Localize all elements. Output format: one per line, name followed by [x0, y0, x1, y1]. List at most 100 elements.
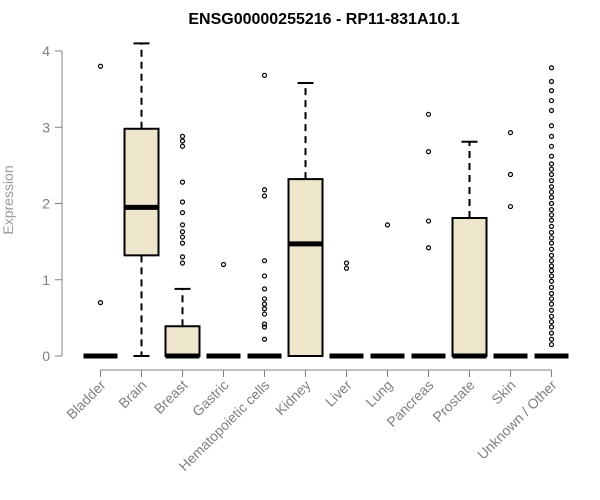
outlier-point	[261, 336, 268, 342]
outlier-point	[548, 252, 555, 258]
outlier-point	[179, 199, 186, 205]
outlier-point	[548, 65, 555, 71]
outlier-point	[179, 254, 186, 260]
outlier-point	[548, 88, 555, 94]
outlier-point	[548, 217, 555, 223]
box-unknown-other	[534, 65, 569, 359]
outlier-point	[179, 143, 186, 149]
outlier-point	[179, 210, 186, 216]
y-axis: 0 1 2 3 4	[42, 43, 63, 364]
box-hematopoietic-cells	[247, 72, 282, 359]
outlier-point	[548, 161, 555, 167]
x-tick-label: Breast	[151, 377, 191, 417]
outlier-point	[507, 171, 514, 178]
box-group	[83, 42, 569, 359]
x-tick-label: Prostate	[429, 377, 477, 425]
y-tick-label: 4	[42, 43, 50, 59]
outlier-point	[261, 301, 268, 307]
outlier-point	[425, 245, 432, 251]
outlier-point	[548, 97, 555, 104]
outlier-point	[261, 187, 268, 193]
outlier-point	[548, 319, 555, 325]
outlier-point	[548, 240, 555, 246]
outlier-point	[548, 246, 555, 252]
box-pancreas	[411, 111, 446, 359]
box-skin	[493, 129, 528, 359]
outlier-point	[548, 143, 555, 149]
box-body	[123, 127, 160, 257]
outlier-point	[179, 260, 186, 266]
y-tick-label: 1	[42, 272, 50, 288]
outlier-point	[261, 311, 268, 317]
y-tick-label: 0	[42, 348, 50, 364]
outlier-point	[548, 153, 555, 159]
outlier-point	[507, 203, 514, 210]
outlier-point	[425, 149, 432, 155]
outlier-point	[548, 273, 555, 279]
outlier-point	[548, 200, 555, 207]
x-tick-label: Kidney	[272, 377, 314, 419]
outlier-point	[179, 138, 186, 144]
outlier-point	[548, 324, 555, 330]
outlier-point	[343, 265, 350, 271]
box-liver	[329, 260, 364, 359]
box-brain	[123, 42, 160, 357]
outlier-point	[548, 301, 555, 307]
outlier-point	[548, 330, 555, 336]
outlier-point	[548, 166, 555, 172]
outlier-point	[97, 300, 104, 306]
outlier-point	[548, 307, 555, 313]
outlier-point	[548, 313, 555, 319]
outlier-point	[548, 268, 555, 274]
outlier-point	[548, 336, 555, 342]
outlier-point	[548, 194, 555, 200]
outlier-point	[179, 229, 186, 235]
outlier-point	[548, 212, 555, 218]
box-body	[287, 178, 324, 357]
outlier-point	[507, 129, 514, 136]
outlier-point	[548, 123, 555, 129]
outlier-point	[548, 284, 555, 290]
outlier-point	[261, 273, 268, 279]
outlier-point	[261, 258, 268, 264]
outlier-point	[179, 133, 186, 139]
box-lung	[370, 222, 405, 359]
outlier-point	[548, 235, 555, 241]
box-bladder	[83, 63, 118, 359]
outlier-point	[548, 133, 555, 139]
outlier-point	[261, 193, 268, 199]
x-tick-label: Brain	[115, 377, 149, 411]
outlier-point	[97, 63, 104, 69]
box-body	[164, 325, 201, 358]
outlier-point	[179, 240, 186, 246]
outlier-point	[425, 111, 432, 117]
outlier-point	[548, 171, 555, 178]
y-tick-label: 2	[42, 196, 50, 212]
outlier-point	[548, 178, 555, 184]
outlier-point	[261, 324, 268, 330]
outlier-point	[261, 296, 268, 302]
outlier-point	[179, 234, 186, 240]
outlier-point	[548, 107, 555, 114]
outlier-point	[548, 296, 555, 302]
outlier-point	[220, 261, 227, 268]
outlier-point	[261, 306, 268, 312]
outlier-point	[548, 223, 555, 229]
y-axis-label: Expression	[0, 165, 16, 234]
outlier-point	[343, 260, 350, 266]
outlier-point	[261, 286, 268, 292]
x-tick-label: Liver	[322, 377, 355, 410]
outlier-point	[179, 179, 186, 185]
outlier-point	[548, 258, 555, 264]
outlier-point	[261, 321, 268, 327]
box-gastric	[206, 261, 241, 359]
outlier-point	[548, 78, 555, 85]
outlier-point	[261, 72, 268, 79]
y-tick-label: 3	[42, 119, 50, 135]
x-tick-label: Bladder	[63, 377, 109, 423]
outlier-point	[384, 222, 391, 228]
outlier-point	[179, 222, 186, 228]
outlier-point	[548, 184, 555, 190]
outlier-point	[425, 218, 432, 224]
